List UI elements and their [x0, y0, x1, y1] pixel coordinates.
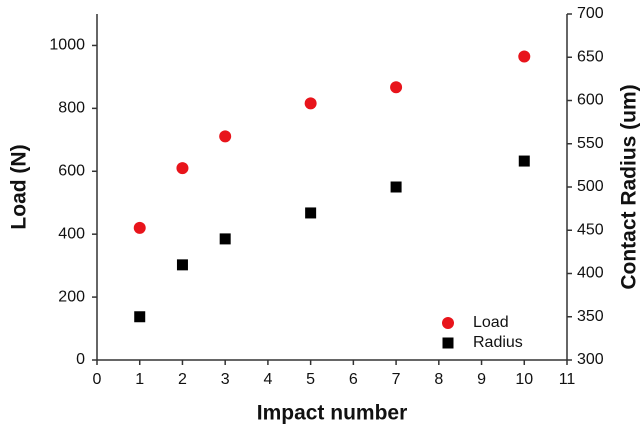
legend-label: Radius — [473, 334, 523, 351]
y-tick-label: 200 — [58, 288, 85, 305]
y2-tick-label: 500 — [577, 178, 604, 195]
x-axis-title: Impact number — [257, 402, 408, 425]
point — [219, 130, 232, 143]
point — [133, 221, 146, 234]
point — [176, 162, 189, 175]
x-tick-label: 5 — [306, 371, 315, 388]
point — [134, 311, 146, 323]
y2-tick-label: 650 — [577, 48, 604, 65]
x-tick-label: 7 — [392, 371, 401, 388]
y2-axis-title: Contact Radius (um) — [618, 84, 641, 289]
y-axis-title: Load (N) — [8, 144, 31, 229]
x-tick-label: 2 — [178, 371, 187, 388]
legend-marker — [442, 317, 454, 329]
y2-tick-label: 600 — [577, 92, 604, 109]
point — [390, 181, 402, 193]
x-tick-label: 3 — [221, 371, 230, 388]
point — [304, 97, 317, 110]
x-tick-label: 8 — [434, 371, 443, 388]
point — [518, 50, 531, 63]
x-tick-label: 11 — [559, 371, 576, 388]
y2-tick-label: 550 — [577, 135, 604, 152]
y-tick-label: 800 — [58, 100, 85, 117]
legend-label: Load — [473, 314, 509, 331]
y-tick-label: 400 — [58, 225, 85, 242]
point — [219, 233, 231, 245]
point — [176, 259, 188, 271]
point — [305, 207, 317, 219]
y-tick-label: 0 — [76, 351, 85, 368]
x-tick-label: 9 — [477, 371, 486, 388]
legend-marker — [442, 337, 454, 349]
x-tick-label: 6 — [349, 371, 358, 388]
point — [390, 81, 403, 94]
x-tick-label: 4 — [263, 371, 272, 388]
x-tick-label: 0 — [93, 371, 102, 388]
y2-tick-label: 300 — [577, 351, 604, 368]
y-tick-label: 1000 — [49, 37, 85, 54]
y2-tick-label: 350 — [577, 308, 604, 325]
y2-tick-label: 450 — [577, 221, 604, 238]
x-tick-label: 1 — [135, 371, 144, 388]
point — [518, 155, 530, 167]
y2-tick-label: 400 — [577, 265, 604, 282]
y2-tick-label: 700 — [577, 5, 604, 22]
y-tick-label: 600 — [58, 162, 85, 179]
x-tick-label: 10 — [515, 371, 533, 388]
